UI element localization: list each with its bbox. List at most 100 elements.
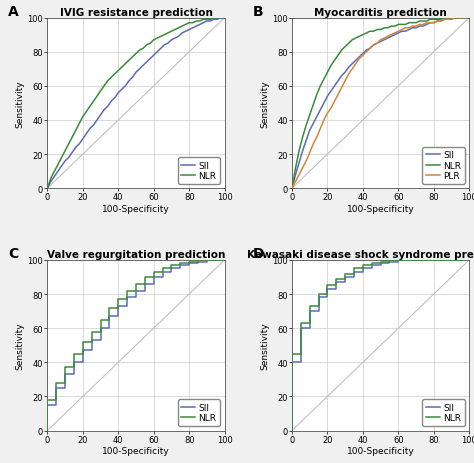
SII <box>83 131 89 137</box>
SII <box>142 288 148 294</box>
NLR <box>307 304 312 309</box>
NLR <box>62 365 68 370</box>
NLR <box>298 320 304 326</box>
Line: NLR: NLR <box>47 19 225 189</box>
SII <box>195 259 201 265</box>
Title: Myocarditis prediction: Myocarditis prediction <box>314 8 447 18</box>
Legend: SII, NLR: SII, NLR <box>178 158 220 184</box>
SII <box>452 16 458 21</box>
NLR <box>71 365 77 370</box>
NLR <box>54 397 59 403</box>
SII <box>218 16 224 21</box>
SII <box>195 261 201 267</box>
NLR <box>387 259 392 265</box>
NLR <box>169 263 174 268</box>
NLR <box>316 304 321 309</box>
NLR <box>83 109 89 115</box>
SII <box>360 266 366 272</box>
Line: NLR: NLR <box>292 19 469 189</box>
NLR <box>80 351 86 357</box>
NLR <box>360 263 366 268</box>
NLR <box>325 283 330 288</box>
NLR <box>89 339 94 345</box>
SII <box>431 257 437 263</box>
SII <box>213 257 219 263</box>
SII <box>417 24 422 30</box>
SII <box>116 314 121 319</box>
NLR <box>133 288 139 294</box>
NLR <box>404 257 410 263</box>
NLR <box>213 257 219 263</box>
SII <box>169 266 174 272</box>
PLR <box>463 16 469 21</box>
SII <box>124 304 130 309</box>
NLR <box>213 257 219 263</box>
SII <box>316 295 321 300</box>
NLR <box>289 351 295 357</box>
SII <box>342 70 348 76</box>
SII <box>45 428 50 433</box>
NLR <box>62 380 68 386</box>
NLR <box>151 275 156 280</box>
SII <box>101 108 107 113</box>
X-axis label: 100-Specificity: 100-Specificity <box>102 446 170 456</box>
PLR <box>452 16 458 21</box>
PLR <box>346 72 352 77</box>
SII <box>404 257 410 263</box>
NLR <box>151 269 156 275</box>
PLR <box>342 79 348 84</box>
NLR <box>342 276 348 282</box>
NLR <box>186 261 192 267</box>
SII <box>334 287 339 292</box>
NLR <box>54 380 59 386</box>
NLR <box>98 89 103 94</box>
SII <box>351 275 357 280</box>
NLR <box>116 297 121 302</box>
SII <box>133 288 139 294</box>
SII <box>289 186 295 192</box>
SII <box>172 36 178 42</box>
NLR <box>71 351 77 357</box>
Line: SII: SII <box>292 19 469 189</box>
SII <box>369 263 374 268</box>
SII <box>177 263 183 268</box>
SII <box>54 385 59 391</box>
SII <box>360 269 366 275</box>
NLR <box>80 339 86 345</box>
SII <box>342 275 348 280</box>
SII <box>406 28 412 33</box>
NLR <box>463 16 469 21</box>
SII <box>466 16 472 21</box>
SII <box>124 295 130 300</box>
SII <box>186 261 192 267</box>
SII <box>89 338 94 343</box>
SII <box>151 275 156 280</box>
Line: PLR: PLR <box>292 19 469 189</box>
Text: D: D <box>253 247 264 261</box>
SII <box>422 257 428 263</box>
SII <box>289 428 295 433</box>
NLR <box>342 271 348 277</box>
SII <box>463 16 469 21</box>
NLR <box>442 16 447 21</box>
SII <box>387 259 392 265</box>
SII <box>98 113 103 119</box>
X-axis label: 100-Specificity: 100-Specificity <box>347 446 414 456</box>
NLR <box>45 428 50 433</box>
Line: SII: SII <box>292 260 469 431</box>
SII <box>334 280 339 285</box>
NLR <box>316 292 321 297</box>
X-axis label: 100-Specificity: 100-Specificity <box>102 205 170 214</box>
Title: Kawasaki disease shock syndrome prediction: Kawasaki disease shock syndrome predicti… <box>247 250 474 260</box>
SII <box>307 309 312 314</box>
PLR <box>417 23 422 28</box>
NLR <box>116 305 121 311</box>
SII <box>177 266 183 272</box>
SII <box>204 259 210 265</box>
NLR <box>160 266 165 272</box>
SII <box>413 257 419 263</box>
PLR <box>406 26 412 31</box>
SII <box>80 348 86 353</box>
NLR <box>387 257 392 263</box>
Text: B: B <box>253 5 264 19</box>
